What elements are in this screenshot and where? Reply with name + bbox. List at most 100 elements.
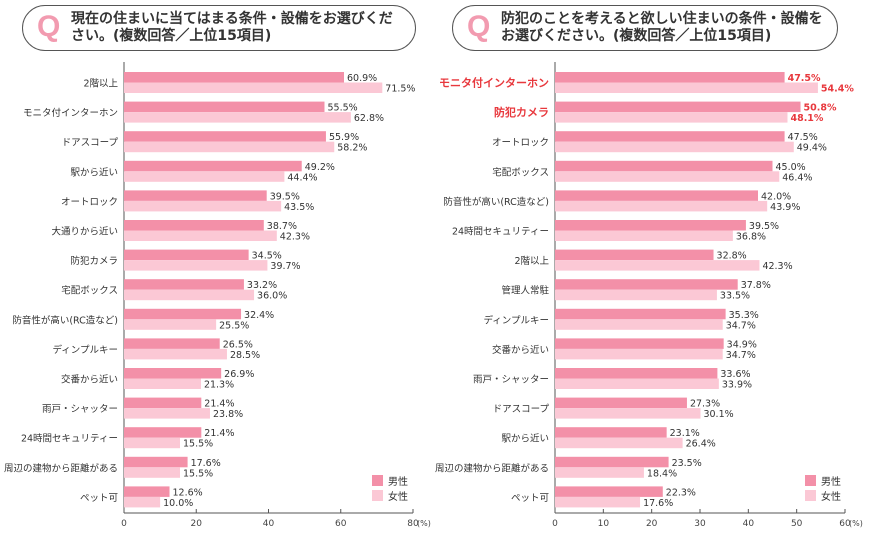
data-label: 32.4% [244,310,274,321]
bar-male [555,427,667,438]
category-label: 雨戸・シャッター [473,375,549,386]
bar-male [555,397,687,409]
category-label: 駅から近い [501,433,549,445]
category-label: 防犯カメラ [70,255,118,267]
bar-female [555,378,719,389]
bar-male [124,279,244,290]
category-label: ドアスコープ [62,138,119,149]
category-label: 交番から近い [61,374,118,386]
data-label: 10.0% [163,498,193,509]
x-tick-label: 40 [743,519,755,529]
data-label: 39.7% [270,261,300,272]
category-label: モニタ付インターホン [23,108,118,119]
category-label: 宅配ボックス [61,285,118,297]
data-label: 55.5% [327,103,357,114]
category-label: オートロック [492,138,549,149]
data-label: 34.7% [726,320,756,331]
category-label: ディンプルキー [52,344,118,356]
category-label: 宅配ボックス [492,166,549,178]
category-label: 防犯カメラ [494,105,549,119]
data-label: 12.6% [173,487,203,498]
data-label: 30.1% [703,409,733,420]
question-box-1: Q 現在の住まいに当てはまる条件・設備をお選びください。(複数回答／上位15項目… [22,5,416,51]
bar-male [555,279,738,290]
data-label: 18.4% [647,468,677,479]
category-label: モニタ付インターホン [439,76,549,90]
data-label: 36.8% [736,232,766,243]
category-label: ペット可 [80,493,118,504]
bar-female [124,319,217,330]
category-label: 2階以上 [83,79,118,90]
data-label: 21.4% [204,399,234,410]
data-label: 28.5% [230,350,260,361]
bar-male [124,338,220,349]
data-label: 26.9% [224,369,254,380]
legend-label: 女性 [388,490,408,503]
bar-male [124,486,170,497]
data-label: 34.5% [252,251,282,262]
data-label: 27.3% [690,399,720,410]
chart-title: 現在の住まいに当てはまる条件・設備をお選びください。(複数回答／上位15項目) [71,11,393,44]
bar-male [555,486,663,497]
data-label: 43.9% [770,202,800,213]
category-label: 2階以上 [514,256,549,267]
bar-male [555,160,773,172]
bar-male [555,131,785,142]
bar-female [124,437,180,449]
legend-swatch [372,490,383,501]
bar-female [555,141,794,153]
category-label: 駅から近い [70,166,118,178]
data-label: 36.0% [257,291,287,302]
data-label: 58.2% [337,143,367,154]
data-label: 60.9% [347,73,377,84]
bar-male [124,220,264,231]
data-label: 34.9% [727,339,757,350]
data-label: 49.4% [797,143,827,154]
bar-female [124,112,351,123]
legend-swatch [805,475,816,486]
category-label: ディンプルキー [483,314,549,326]
bar-female [124,230,277,241]
x-unit-label: (%) [417,519,431,528]
q-mark: Q [467,10,491,43]
bar-female [555,289,717,301]
category-label: 24時間セキュリティー [21,434,118,445]
category-label: 周辺の建物から距離がある [435,462,549,474]
legend-swatch [805,490,816,501]
data-label: 33.5% [720,291,750,302]
data-label: 42.3% [762,261,792,272]
bar-male [555,101,801,113]
bar-female [555,230,733,241]
bar-female [555,437,683,449]
x-tick-label: 30 [694,519,706,529]
data-label: 37.8% [741,280,771,291]
data-label: 39.5% [270,191,300,202]
data-label: 42.0% [761,191,791,202]
bar-female [555,319,723,330]
bar-female [124,171,285,182]
data-label: 15.5% [183,468,213,479]
bar-female [555,467,644,478]
bar-male [124,397,202,409]
bar-female [124,378,201,389]
x-tick-label: 20 [646,519,658,529]
data-label: 34.7% [726,350,756,361]
bar-female [124,289,255,301]
data-label: 42.3% [280,232,310,243]
data-label: 23.5% [672,458,702,469]
bar-male [124,249,249,261]
legend-label: 女性 [821,490,841,503]
bar-male [555,220,746,231]
bar-male [555,456,669,468]
category-label: ドアスコープ [493,404,550,415]
x-tick-label: 10 [598,519,610,529]
q-mark: Q [37,10,61,43]
bar-male [555,249,714,261]
bar-male [555,190,758,201]
category-label: 防音性が高い(RC造など) [12,314,118,326]
legend-swatch [372,475,383,486]
data-label: 39.5% [749,221,779,232]
data-label: 26.5% [223,339,253,350]
bar-male [124,190,267,201]
